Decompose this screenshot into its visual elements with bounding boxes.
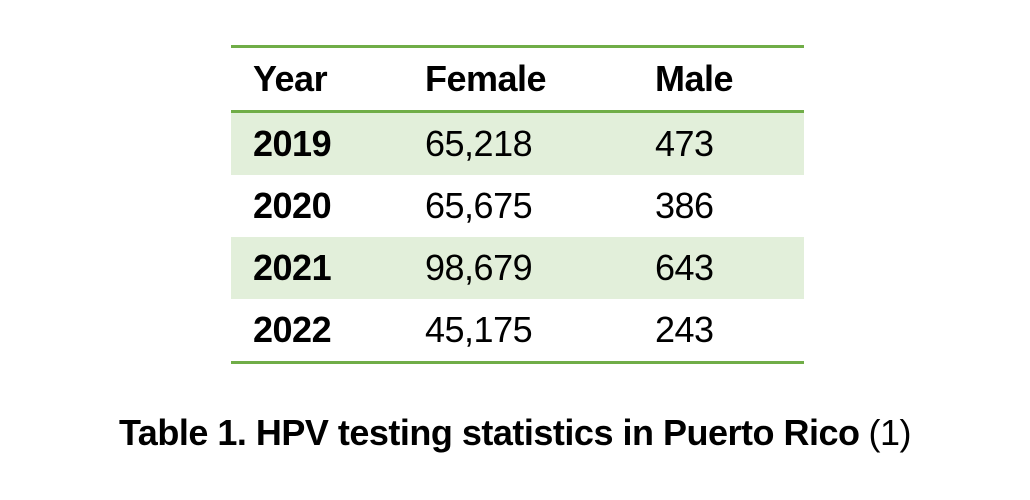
table-row-2022: 2022 45,175 243 [231, 299, 804, 361]
table-caption-title: Table 1. HPV testing statistics in Puert… [118, 412, 860, 453]
table-header-row: Year Female Male [231, 48, 804, 113]
female-value-cell: 65,675 [425, 185, 533, 226]
table-row-2020: 2020 65,675 386 [231, 175, 804, 237]
column-header-year: Year [253, 58, 328, 99]
female-value-cell: 65,218 [425, 123, 533, 164]
table-caption-reference: (1) [868, 412, 912, 453]
female-value-cell: 98,679 [425, 247, 533, 288]
table-row-2019: 2019 65,218 473 [231, 113, 804, 175]
table-caption: Table 1. HPV testing statistics in Puert… [0, 410, 1030, 456]
year-cell: 2022 [253, 309, 332, 350]
hpv-statistics-table: Year Female Male 2019 65,218 473 2020 65… [231, 45, 804, 364]
column-header-male: Male [655, 58, 734, 99]
male-value-cell: 243 [655, 309, 714, 350]
year-cell: 2019 [253, 123, 332, 164]
male-value-cell: 643 [655, 247, 714, 288]
female-value-cell: 45,175 [425, 309, 533, 350]
year-cell: 2021 [253, 247, 332, 288]
column-header-female: Female [425, 58, 547, 99]
male-value-cell: 386 [655, 185, 714, 226]
year-cell: 2020 [253, 185, 332, 226]
male-value-cell: 473 [655, 123, 714, 164]
table-row-2021: 2021 98,679 643 [231, 237, 804, 299]
